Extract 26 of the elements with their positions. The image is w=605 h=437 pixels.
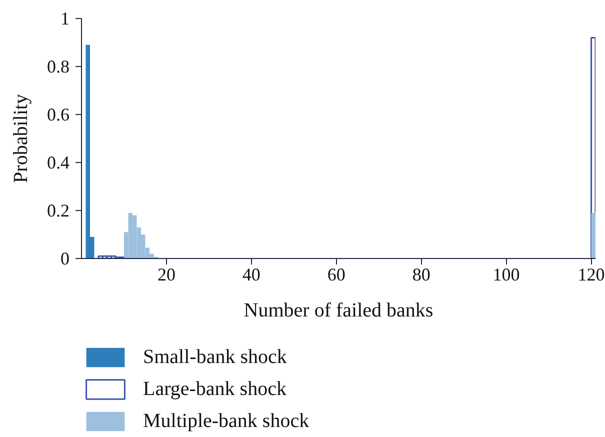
x-tick-label: 100 (492, 264, 520, 284)
y-tick-label: 0 (60, 248, 70, 268)
y-tick-label: 0.6 (47, 104, 70, 124)
legend-label: Small-bank shock (143, 346, 287, 368)
y-tick-label: 0.2 (47, 200, 70, 220)
bar (86, 44, 90, 258)
x-tick-label: 80 (412, 264, 430, 284)
y-tick-label: 0.4 (47, 152, 70, 172)
x-tick-label: 20 (157, 264, 176, 284)
y-tick-label: 1 (60, 8, 70, 28)
y-axis-title: Probability (10, 94, 32, 183)
bar (591, 212, 596, 258)
bar (110, 255, 116, 258)
bar (98, 255, 104, 258)
y-tick-label: 0.8 (47, 56, 70, 76)
legend-label: Multiple-bank shock (143, 410, 310, 432)
x-tick-label: 60 (327, 264, 346, 284)
bar (128, 212, 132, 258)
legend-label: Large-bank shock (143, 378, 286, 400)
x-axis-title: Number of failed banks (244, 300, 434, 322)
bar (106, 255, 112, 258)
bar (132, 215, 137, 258)
x-tick-label: 120 (578, 264, 605, 284)
bar (102, 255, 108, 258)
bar (590, 36, 596, 258)
x-tick-label: 40 (242, 264, 260, 284)
